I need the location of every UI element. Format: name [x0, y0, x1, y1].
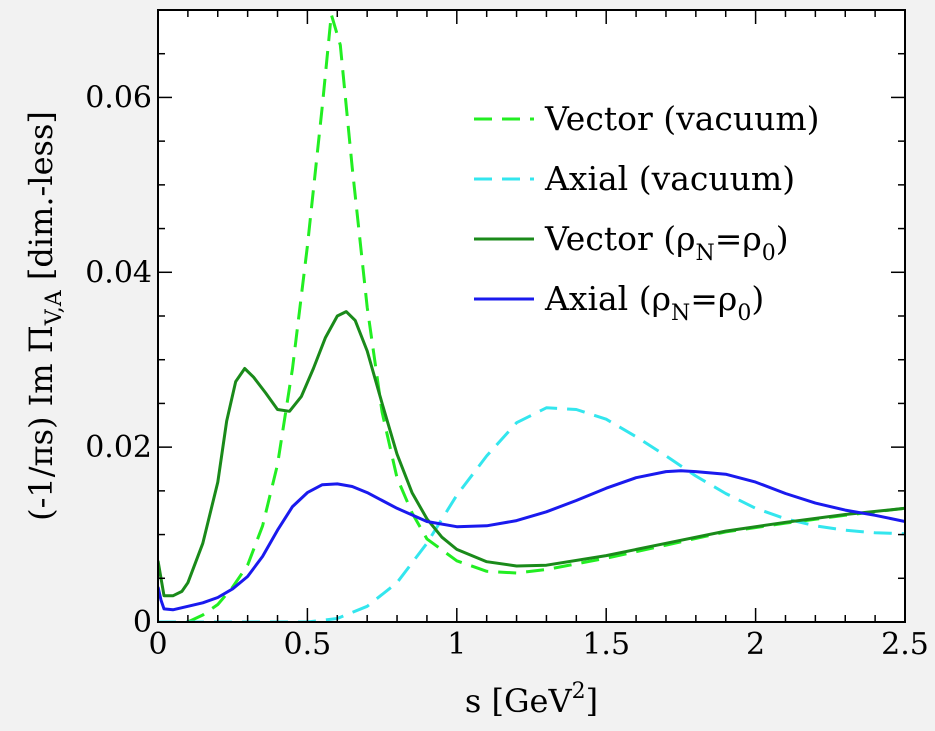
y-axis-label: (-1/πs) Im ΠV,A [dim.-less]	[22, 111, 67, 521]
series-line-axial-medium	[158, 469, 905, 612]
x-tick-label: 1.5	[582, 627, 630, 662]
y-tick-label: 0	[133, 605, 152, 640]
ticks-layer	[157, 9, 906, 623]
x-tick-label: 2	[746, 627, 765, 662]
legend-label-vector-vacuum: Vector (vacuum)	[544, 99, 820, 138]
y-tick-label: 0.06	[85, 80, 152, 115]
y-tick-label: 0.04	[85, 255, 152, 290]
x-tick-label: 2.5	[881, 627, 929, 662]
x-axis-label: s [GeV2]	[465, 679, 598, 720]
x-tick-label: 0.5	[284, 627, 332, 662]
legend-label-axial-vacuum: Axial (vacuum)	[544, 159, 795, 198]
legend-label-vector-medium: Vector (ρN=ρ0)	[544, 219, 789, 266]
tick-labels-layer: 0 0.5 1 1.5 2 2.5 0 0.02 0.04 0.06	[85, 80, 929, 662]
series-layer	[158, 12, 905, 622]
legend-label-axial-medium: Axial (ρN=ρ0)	[544, 279, 764, 326]
x-tick-label: 1	[447, 627, 466, 662]
series-line-vector-medium	[158, 310, 905, 598]
x-tick-label: 0	[148, 627, 167, 662]
series-line-axial-vacuum	[158, 406, 905, 622]
series-line-vector-vacuum	[187, 12, 905, 622]
legend: Vector (vacuum) Axial (vacuum) Vector (ρN=…	[474, 99, 820, 326]
y-tick-label: 0.02	[85, 430, 152, 465]
